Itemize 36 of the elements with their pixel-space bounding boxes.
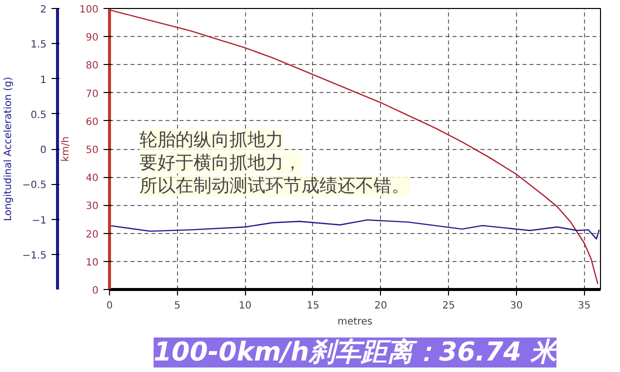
y-tick-label: 0: [92, 286, 99, 296]
annotation: 要好于横向抓地力，: [140, 152, 302, 174]
y-tick-label: 90: [86, 32, 99, 44]
y2-tick-label: −0.5: [22, 180, 47, 192]
y-tick-label: 20: [86, 229, 99, 240]
y-axis-title: km/h: [60, 136, 72, 162]
x-tick-label: 0: [106, 300, 113, 312]
y-tick-label: 40: [86, 173, 99, 184]
annotation: 轮胎的纵向抓地力: [140, 130, 284, 150]
text: 100-0km/h刹车距离：36.74 米: [154, 338, 560, 368]
x-tick-label: 5: [174, 300, 181, 312]
annotation: 所以在制动测试环节成绩还不错。: [140, 176, 410, 196]
y2-tick-label: 1: [40, 74, 47, 86]
x-tick-label: 20: [374, 300, 388, 312]
x-tick-label: 35: [578, 300, 591, 312]
x-axis-title: metres: [337, 316, 373, 328]
x-tick-label: 30: [510, 300, 523, 312]
y-tick-label: 80: [86, 60, 99, 72]
y2-tick-label: 0: [40, 145, 47, 156]
y2-tick-label: 2: [40, 4, 47, 16]
y2-tick-label: 1.5: [30, 40, 47, 51]
x-tick-label: 25: [442, 300, 455, 312]
y2-tick-label: −1.5: [22, 250, 47, 262]
y-tick-label: 30: [86, 201, 99, 212]
y-tick-label: 10: [86, 257, 99, 268]
y2-tick-label: −1: [32, 215, 47, 226]
x-tick-label: 15: [306, 300, 320, 312]
y-tick-label: 50: [86, 145, 99, 156]
y2-tick-label: 0.5: [30, 110, 47, 121]
y-tick-label: 60: [86, 116, 99, 128]
y-tick-label: 70: [86, 88, 99, 100]
line-series: [110, 219, 600, 240]
line-series: [110, 9, 598, 284]
y-tick-label: 100: [79, 4, 99, 16]
y2-axis-title: Longitudinal Acceleration (g): [3, 76, 14, 222]
x-tick-label: 10: [238, 300, 252, 312]
